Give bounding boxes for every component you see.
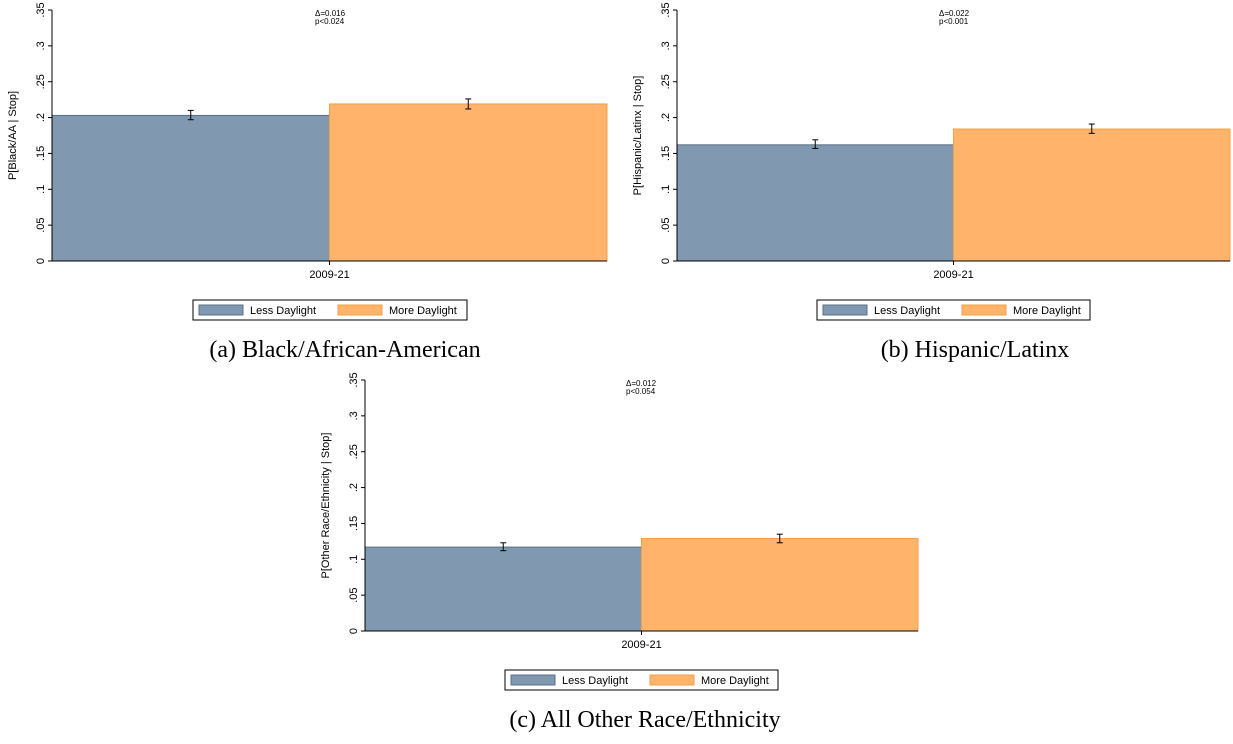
legend-label-less-daylight: Less Daylight xyxy=(250,305,316,317)
chart-panel-a: 0 .05 .1 .15 .2 .25 .3 .35 2009-21 P[Black/AA | S… xyxy=(7,2,607,363)
y-tick-label: .2 xyxy=(348,483,360,492)
y-tick-label: .25 xyxy=(35,74,47,89)
legend-swatch-more-daylight xyxy=(338,305,382,315)
y-tick-label: .3 xyxy=(660,41,672,50)
y-tick-label: .1 xyxy=(348,555,360,564)
legend: Less Daylight More Daylight xyxy=(193,300,467,320)
y-tick-label: 0 xyxy=(35,258,47,264)
legend-label-more-daylight: More Daylight xyxy=(1013,305,1081,317)
chart-panel-b: 0 .05 .1 .15 .2 .25 .3 .35 2009-21 P[Hispanic/Lat… xyxy=(632,2,1230,363)
y-tick-label: .15 xyxy=(35,146,47,161)
legend-swatch-more-daylight xyxy=(962,305,1006,315)
stat-annotation: p<0.054 xyxy=(626,387,656,396)
bar-less-daylight xyxy=(365,547,642,631)
x-tick-label: 2009-21 xyxy=(621,639,661,651)
bar-more-daylight xyxy=(954,129,1231,261)
legend-label-less-daylight: Less Daylight xyxy=(562,675,628,687)
legend-swatch-less-daylight xyxy=(823,305,867,315)
legend-label-more-daylight: More Daylight xyxy=(389,305,457,317)
y-tick-label: .35 xyxy=(35,2,47,17)
y-tick-label: .35 xyxy=(660,2,672,17)
y-tick-label: .05 xyxy=(35,217,47,232)
y-tick-label: .2 xyxy=(660,113,672,122)
legend-label-more-daylight: More Daylight xyxy=(701,675,769,687)
panel-caption: (a) Black/African-American xyxy=(209,337,480,363)
y-tick-label: .1 xyxy=(35,185,47,194)
y-tick-label: .3 xyxy=(348,411,360,420)
x-tick-label: 2009-21 xyxy=(933,269,973,281)
y-axis-label: P[Other Race/Ethnicity | Stop] xyxy=(320,433,332,579)
bar-more-daylight xyxy=(642,538,919,631)
chart-panel-c: 0 .05 .1 .15 .2 .25 .3 .35 2009-21 P[Other Race/E… xyxy=(320,372,918,733)
y-tick-label: .35 xyxy=(348,372,360,387)
y-tick-label: .05 xyxy=(660,217,672,232)
y-tick-label: .05 xyxy=(348,587,360,602)
bar-less-daylight xyxy=(677,145,954,261)
y-axis-label: P[Hispanic/Latinx | Stop] xyxy=(632,76,644,196)
bar-less-daylight xyxy=(52,115,330,261)
legend: Less Daylight More Daylight xyxy=(505,670,778,690)
stat-annotation: p<0.024 xyxy=(315,17,345,26)
y-tick-label: .2 xyxy=(35,113,47,122)
panel-caption: (b) Hispanic/Latinx xyxy=(881,337,1070,363)
legend-swatch-more-daylight xyxy=(650,675,694,685)
y-tick-label: .3 xyxy=(35,41,47,50)
stat-annotation: p<0.001 xyxy=(939,17,969,26)
y-tick-label: .1 xyxy=(660,185,672,194)
y-tick-label: .25 xyxy=(660,74,672,89)
y-tick-label: .15 xyxy=(660,146,672,161)
y-tick-label: .15 xyxy=(348,516,360,531)
legend-swatch-less-daylight xyxy=(511,675,555,685)
panel-caption: (c) All Other Race/Ethnicity xyxy=(509,707,780,733)
y-axis-label: P[Black/AA | Stop] xyxy=(7,91,19,180)
y-tick-label: 0 xyxy=(348,628,360,634)
legend: Less Daylight More Daylight xyxy=(817,300,1090,320)
y-tick-label: .25 xyxy=(348,444,360,459)
x-tick-label: 2009-21 xyxy=(309,269,349,281)
legend-label-less-daylight: Less Daylight xyxy=(874,305,940,317)
y-tick-label: 0 xyxy=(660,258,672,264)
bar-more-daylight xyxy=(330,104,608,261)
legend-swatch-less-daylight xyxy=(199,305,243,315)
